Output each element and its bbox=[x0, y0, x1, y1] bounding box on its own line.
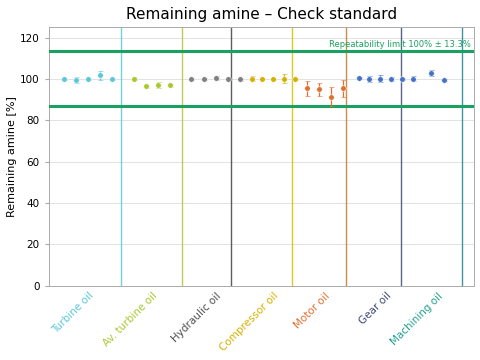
Y-axis label: Remaining amine [%]: Remaining amine [%] bbox=[7, 96, 17, 217]
Text: Repeatability limit 100% ± 13.3%: Repeatability limit 100% ± 13.3% bbox=[328, 40, 470, 49]
Title: Remaining amine – Check standard: Remaining amine – Check standard bbox=[125, 7, 396, 22]
